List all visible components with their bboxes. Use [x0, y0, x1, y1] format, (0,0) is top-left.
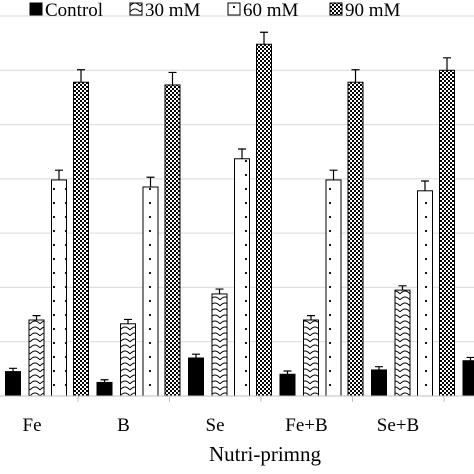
error-bar: [398, 285, 407, 291]
bar-90-mm-se-b-4: [439, 69, 455, 397]
legend-label-90-mm: 90 mM: [345, 0, 401, 21]
error-bar: [443, 57, 451, 71]
bar-control-fe-0: [5, 371, 21, 397]
x-tick-label: Fe: [23, 415, 42, 436]
bar-90-mm-fe-b-3: [347, 81, 364, 397]
error-bar: [351, 69, 360, 83]
error-bar: [215, 288, 224, 294]
bar-90-mm-fe-0: [73, 81, 89, 397]
error-bar: [32, 315, 41, 320]
legend-label-control: Control: [45, 0, 103, 21]
bar-30-mm-b-1: [120, 323, 136, 397]
x-tick-label: Se: [206, 415, 225, 436]
error-bar: [100, 379, 109, 383]
legend: Control 30 mM 60 mM 90 mM: [29, 0, 401, 21]
error-bar: [9, 367, 17, 372]
bar-control-se-2: [188, 357, 204, 397]
error-bar: [283, 370, 292, 375]
error-bar: [466, 356, 474, 361]
bars: [5, 31, 474, 397]
x-tick-label: Fe+B: [285, 415, 327, 436]
bar-control-fe-b-3: [279, 373, 296, 397]
error-bar: [192, 353, 200, 358]
x-axis-title: Nutri-primng: [209, 442, 321, 466]
bar-control-fe-5: [462, 360, 474, 397]
bar-30-mm-se-b-4: [394, 289, 411, 397]
legend-label-60-mm: 60 mM: [243, 0, 299, 21]
legend-swatch-60-mm: [227, 2, 241, 16]
bar-30-mm-se-2: [211, 293, 228, 397]
error-bar: [124, 318, 132, 324]
error-bar: [329, 169, 338, 180]
bar-30-mm-fe-b-3: [303, 319, 319, 397]
bar-90-mm-se-2: [256, 43, 272, 397]
error-bar: [238, 148, 246, 159]
bar-60-mm-fe-0: [51, 179, 67, 397]
error-bar: [260, 31, 268, 45]
bar-60-mm-se-b-4: [417, 190, 433, 397]
bar-60-mm-se-2: [234, 158, 250, 397]
error-bar: [421, 180, 429, 191]
error-bar: [307, 315, 315, 320]
legend-swatch-90-mm: [329, 2, 343, 16]
legend-swatch-30-mm: [129, 2, 143, 16]
bar-30-mm-fe-0: [28, 319, 45, 397]
error-bar: [375, 366, 383, 370]
legend-swatch-control: [29, 2, 43, 16]
error-bar: [55, 169, 63, 180]
x-tick-label: Se+B: [377, 415, 419, 436]
error-bar: [77, 69, 85, 83]
legend-label-30-mm: 30 mM: [145, 0, 201, 21]
bar-90-mm-b-1: [164, 84, 181, 397]
error-bar: [146, 176, 155, 187]
x-tick-label: B: [117, 415, 130, 436]
error-bar: [168, 71, 177, 85]
bar-control-b-1: [96, 381, 113, 397]
bar-control-se-b-4: [371, 369, 387, 397]
bar-60-mm-fe-b-3: [325, 179, 342, 397]
bar-60-mm-b-1: [142, 186, 159, 397]
